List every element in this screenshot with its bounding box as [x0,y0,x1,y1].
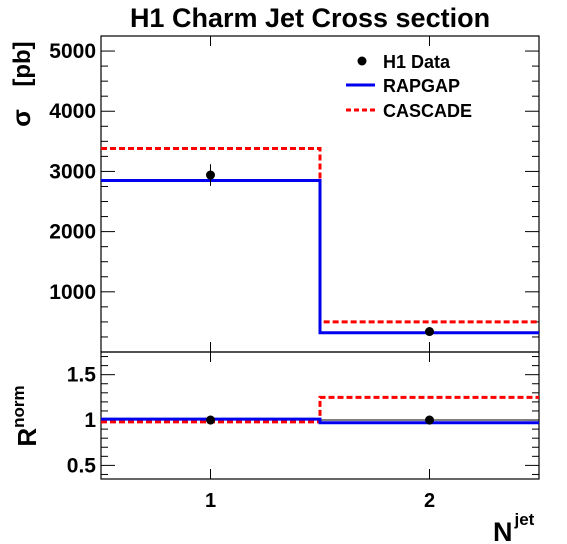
ratio-panel-ticks: 0.5 1 1.5 1 2 [67,352,539,512]
x-axis-superscript: jet [514,510,535,529]
upper-rapgap-histogram [101,178,539,335]
upper-y-tick-label: 5000 [49,40,96,63]
chart-title: H1 Charm Jet Cross section [130,3,490,33]
legend-label-cascade: CASCADE [383,101,472,121]
upper-y-tick-label: 4000 [49,100,96,123]
legend-label-h1-data: H1 Data [383,52,451,72]
ratio-y-axis-superscript: norm [9,385,28,428]
ratio-data-point [206,415,215,425]
ratio-data-point [425,415,434,425]
upper-y-tick-label: 1000 [49,281,96,304]
legend-marker-h1-data [357,56,367,66]
upper-y-axis-unit: [pb] [9,41,36,86]
x-tick-label: 1 [205,490,216,512]
upper-panel-series [101,147,539,337]
legend-label-rapgap: RAPGAP [383,76,460,96]
ratio-panel-series [101,395,539,425]
ratio-y-tick-label: 1.5 [67,364,97,387]
svg-text:Rnorm: Rnorm [9,385,42,446]
ratio-panel-frame [100,351,540,480]
upper-y-tick-label: 2000 [49,221,96,244]
x-tick-label: 2 [424,490,435,512]
upper-panel-ticks: 1000 2000 3000 4000 5000 [49,36,539,352]
upper-data-point [206,170,215,180]
upper-y-tick-label: 3000 [49,160,96,183]
x-axis-base: N [493,517,513,544]
upper-cascade-histogram [101,147,539,324]
ratio-y-axis-label: Rnorm [9,385,42,446]
upper-data-point [425,327,434,337]
ratio-y-axis-base: R [12,428,42,447]
upper-y-axis-symbol: σ [6,109,36,127]
legend: H1 Data RAPGAP CASCADE [346,52,472,121]
ratio-y-tick-label: 1 [84,409,96,432]
ratio-y-tick-label: 0.5 [67,454,97,477]
